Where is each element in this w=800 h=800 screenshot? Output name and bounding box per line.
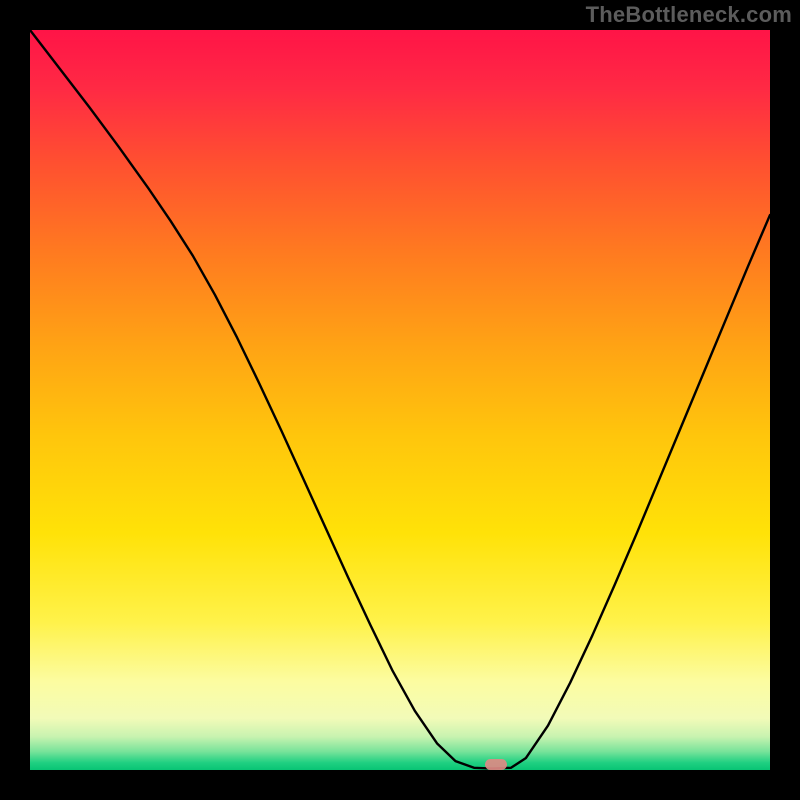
optimal-marker	[485, 757, 507, 775]
bottleneck-chart	[30, 30, 770, 770]
optimal-marker-svg	[485, 759, 507, 770]
watermark-text: TheBottleneck.com	[586, 2, 792, 28]
chart-stage: TheBottleneck.com	[0, 0, 800, 800]
